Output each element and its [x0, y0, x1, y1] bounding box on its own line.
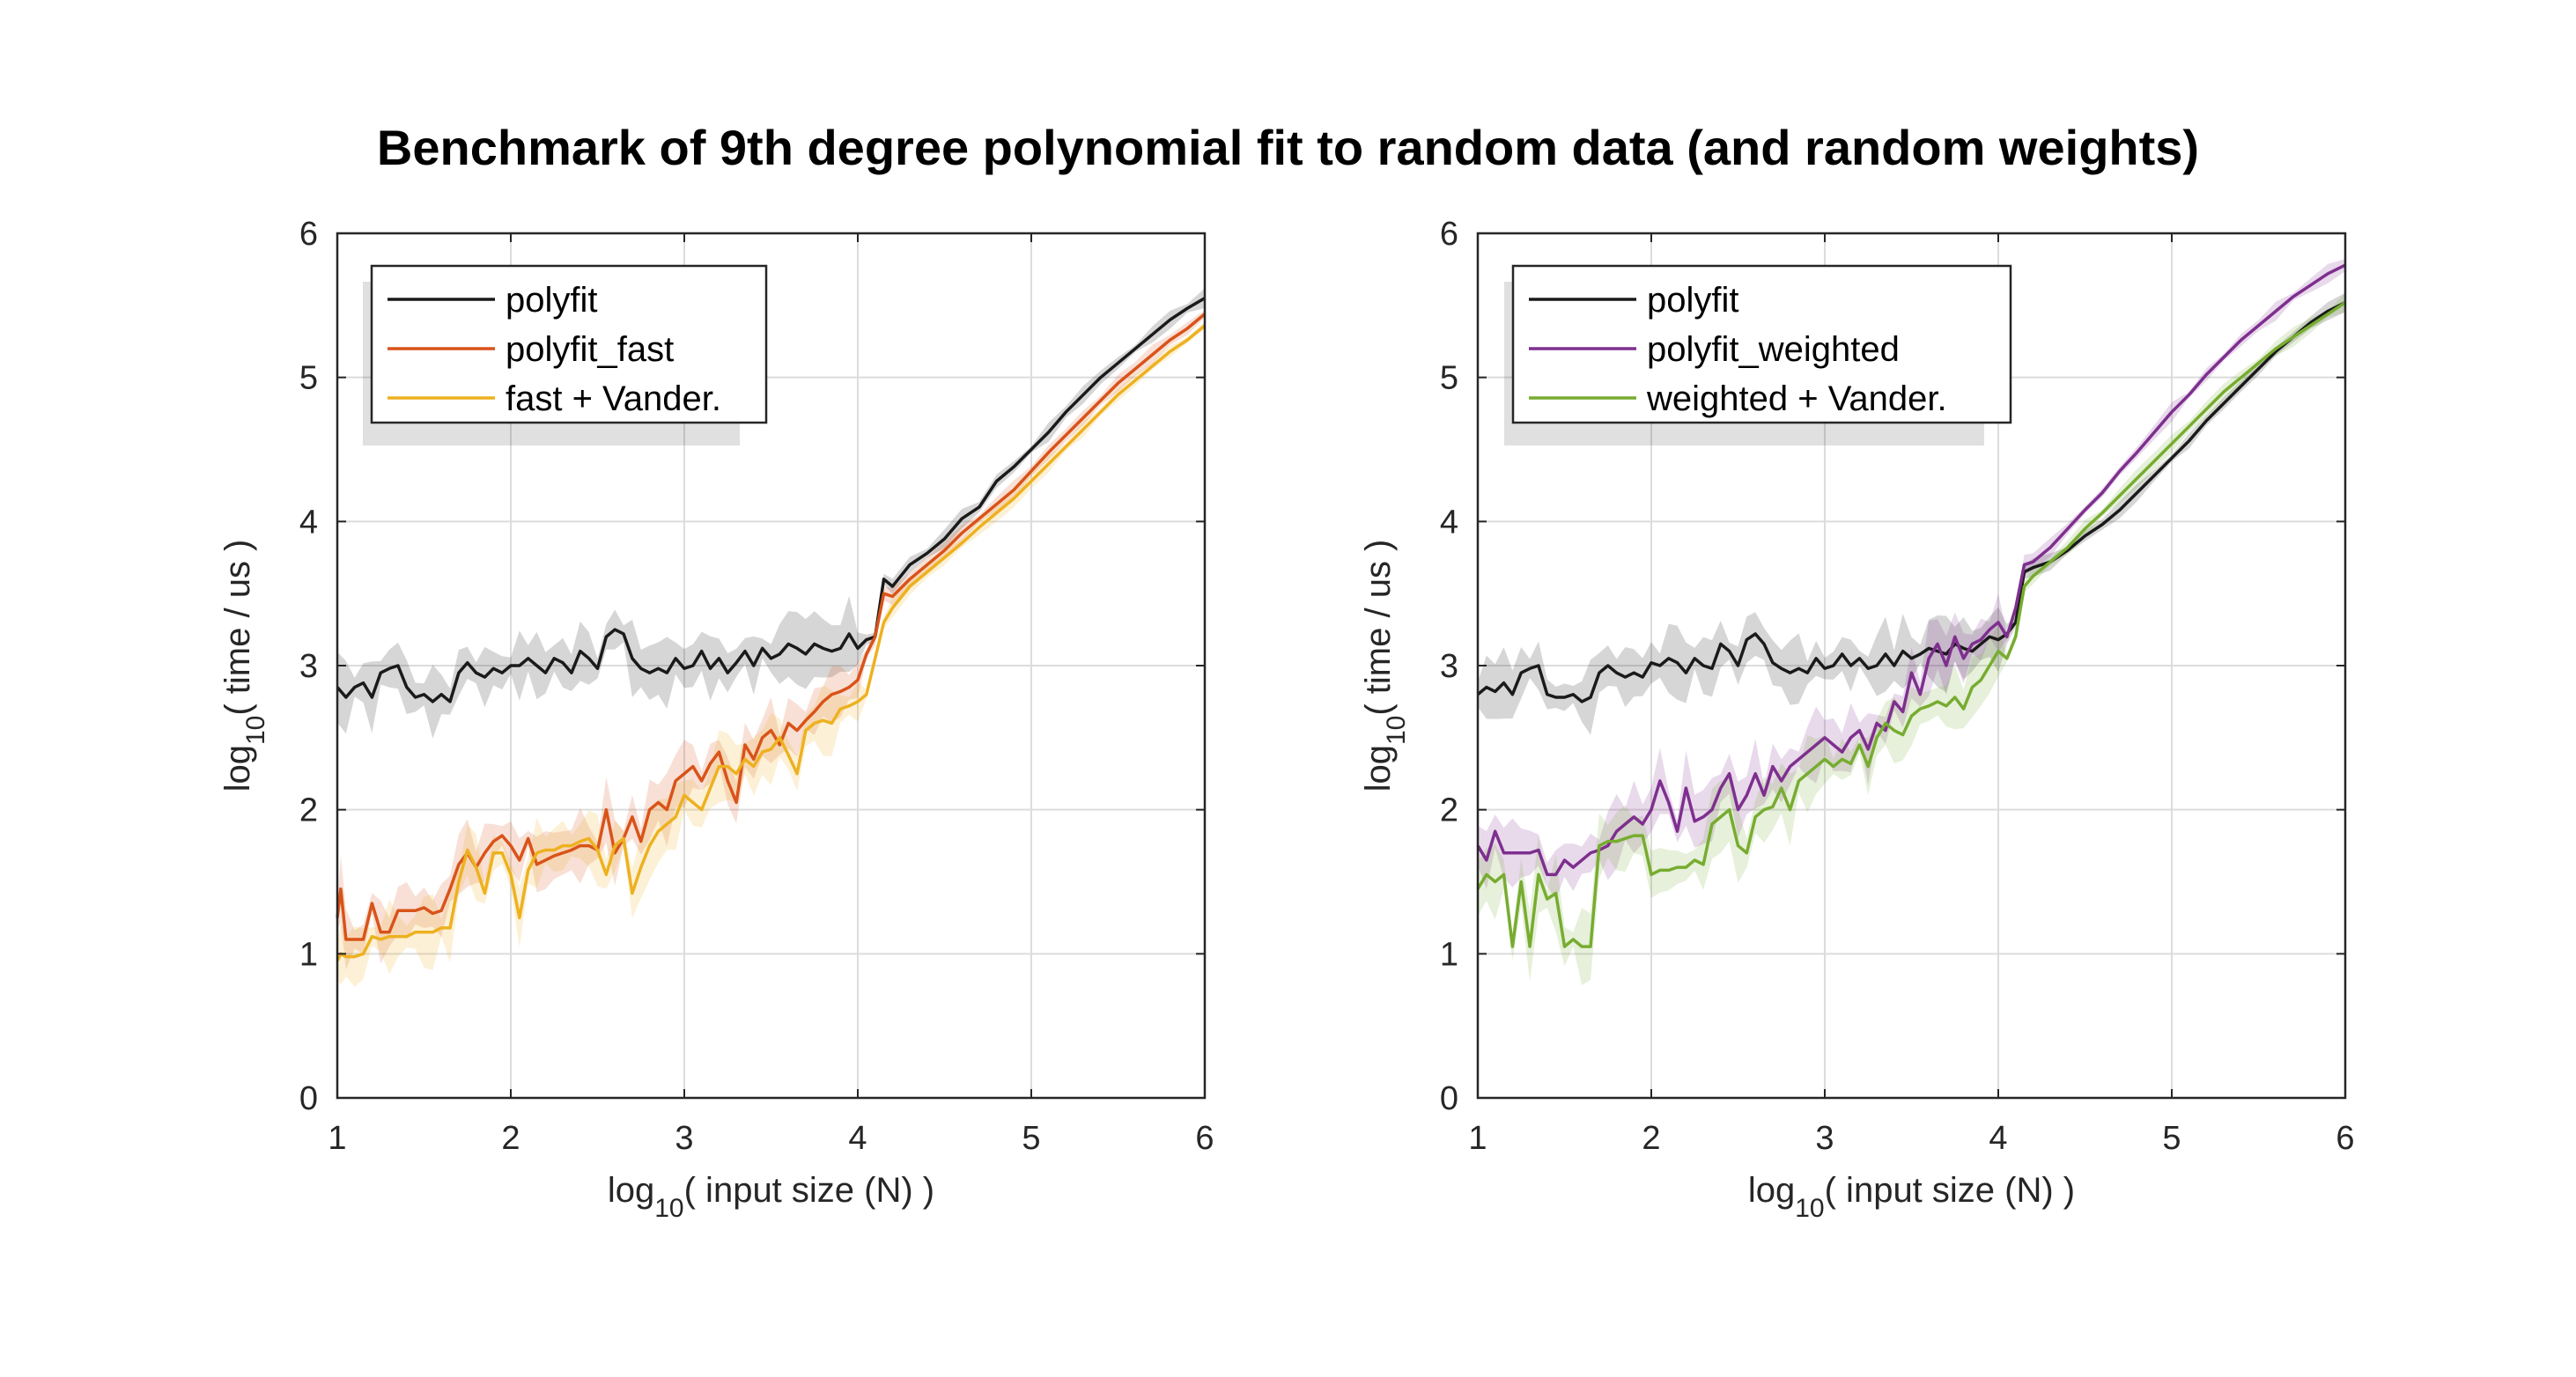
legend-label: polyfit_fast	[506, 330, 674, 369]
x-tick-label: 5	[1022, 1120, 1040, 1157]
x-axis-label: log10( input size (N) )	[1748, 1171, 2075, 1223]
x-tick-label: 4	[1989, 1120, 2007, 1157]
series-line	[1476, 300, 2346, 703]
y-tick-label: 0	[299, 1080, 318, 1117]
y-tick-label: 2	[1440, 792, 1458, 829]
legend-label: polyfit_weighted	[1647, 330, 1900, 369]
y-tick-label: 2	[299, 792, 318, 829]
x-axis-label: log10( input size (N) )	[608, 1171, 934, 1223]
legend: polyfit polyfit_weighted weighted + Vander…	[1511, 264, 2012, 424]
x-tick-label: 2	[1642, 1120, 1660, 1157]
series-line	[336, 313, 1207, 941]
figure-title: Benchmark of 9th degree polynomial fit t…	[376, 120, 2200, 175]
x-tick-label: 6	[1195, 1120, 1214, 1157]
legend-label: polyfit	[506, 281, 598, 320]
y-tick-label: 3	[1440, 648, 1458, 685]
series-band	[1478, 259, 2345, 900]
x-tick-label: 6	[2336, 1120, 2354, 1157]
y-tick-label: 1	[1440, 936, 1458, 973]
x-tick-label: 2	[501, 1120, 520, 1157]
y-axis-label: log10( time / us )	[1359, 540, 1411, 792]
series-line	[1476, 301, 2346, 948]
series-band	[337, 321, 1205, 987]
y-tick-label: 5	[299, 360, 318, 397]
y-tick-label: 5	[1440, 360, 1458, 397]
y-tick-label: 4	[1440, 504, 1458, 541]
series-line	[1476, 263, 2346, 877]
x-tick-label: 4	[848, 1120, 867, 1157]
legend-label: polyfit	[1647, 281, 1739, 320]
series-band	[1478, 292, 2345, 735]
y-tick-label: 6	[1440, 216, 1458, 253]
y-tick-label: 6	[299, 216, 318, 253]
x-tick-label: 3	[675, 1120, 693, 1157]
y-tick-label: 1	[299, 936, 318, 973]
x-tick-label: 3	[1815, 1120, 1834, 1157]
legend-label: weighted + Vander.	[1646, 379, 1947, 418]
y-axis-label: log10( time / us )	[218, 540, 270, 792]
y-tick-label: 3	[299, 648, 318, 685]
series-line	[336, 324, 1207, 962]
series-band	[337, 310, 1205, 970]
y-tick-label: 0	[1440, 1080, 1458, 1117]
x-tick-label: 5	[2162, 1120, 2181, 1157]
legend-label: fast + Vander.	[506, 379, 721, 418]
x-tick-label: 1	[328, 1120, 346, 1157]
y-tick-label: 4	[299, 504, 318, 541]
series-line	[336, 297, 1206, 703]
x-tick-label: 1	[1468, 1120, 1487, 1157]
